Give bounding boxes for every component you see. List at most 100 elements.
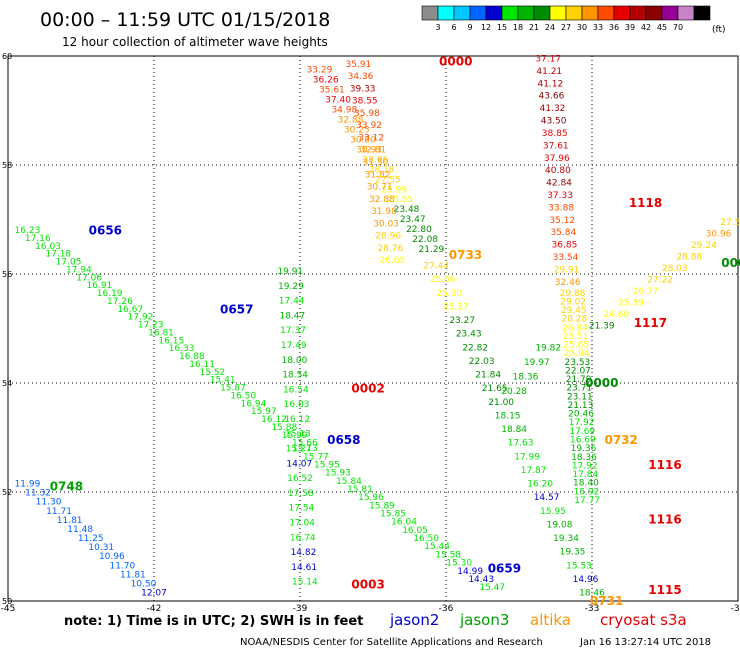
- wave-height-label: 16.67: [117, 305, 143, 315]
- wave-height-label: 18.46: [579, 589, 605, 599]
- wave-height-label: 26.84: [562, 323, 588, 333]
- wave-height-label: 28.18: [369, 165, 395, 175]
- colorbar-swatch: [661, 5, 679, 21]
- wave-height-label: 16.15: [158, 336, 184, 346]
- wave-height-label: 40.80: [545, 166, 571, 176]
- wave-height-label: 11.25: [78, 534, 104, 544]
- wave-height-label: 30.80: [350, 135, 376, 145]
- wave-height-label: 16.03: [35, 242, 61, 252]
- y-tick-label: 56: [2, 270, 12, 279]
- wave-height-label: 17.05: [56, 258, 82, 268]
- colorbar-threshold-label: 18: [513, 23, 523, 32]
- wave-height-label: 16.11: [189, 360, 215, 370]
- wave-height-label: 31.50: [363, 158, 389, 168]
- wave-height-label: 23.43: [456, 330, 482, 340]
- colorbar-threshold-label: 45: [657, 23, 667, 32]
- wave-height-label: 21.39: [589, 322, 615, 332]
- wave-height-label: 10.96: [99, 552, 125, 562]
- x-tick-label: -45: [1, 604, 16, 614]
- wave-height-label: 27.50: [720, 218, 740, 228]
- wave-height-label: 14.99: [457, 567, 483, 577]
- track-jason2: 0003: [351, 578, 384, 592]
- colorbar-unit: (ft): [712, 25, 726, 35]
- y-tick-label: 54: [2, 379, 12, 388]
- wave-height-label: 16.04: [391, 518, 417, 528]
- wave-height-label: 27.55: [375, 175, 401, 185]
- wave-height-label: 19.34: [553, 534, 579, 544]
- wave-height-label: 28.03: [662, 264, 688, 274]
- colorbar-swatch: [469, 5, 487, 21]
- footer-note: note: 1) Time is in UTC; 2) SWH is in fe…: [64, 614, 363, 629]
- wave-height-label: 15.87: [220, 384, 246, 394]
- wave-height-label: 17.94: [66, 265, 92, 275]
- colorbar-threshold-label: 3: [435, 23, 440, 32]
- wave-height-label: 22.08: [412, 235, 438, 245]
- wave-height-label: 18.40: [573, 479, 599, 489]
- wave-height-label: 17.92: [569, 418, 595, 428]
- track-jason3: 0657: [220, 302, 253, 316]
- track-jason3: 16.2317.1616.0317.1817.0517.9417.0616.91…: [15, 223, 318, 448]
- wave-height-label: 32.81: [360, 146, 386, 156]
- legend-entry: jason2: [389, 611, 439, 629]
- colorbar-swatch: [645, 5, 663, 21]
- wave-height-label: 42.84: [546, 179, 572, 189]
- wave-height-label: 15.66: [292, 439, 318, 449]
- pass-time-label: 0732: [604, 433, 637, 447]
- track-altika: 33.2936.2635.6137.4034.9832.8830.2530.80…: [307, 65, 483, 262]
- wave-height-label: 17.92: [128, 313, 154, 323]
- track-cryosat-s3a: 1115: [648, 583, 681, 597]
- wave-height-label: 16.69: [570, 435, 596, 445]
- wave-height-label: 25.51: [563, 332, 589, 342]
- colorbar-threshold-label: 33: [593, 23, 603, 32]
- colorbar-threshold-label: 30: [577, 23, 587, 32]
- pass-time-label: 0002: [351, 381, 384, 395]
- pass-time-label: 1115: [648, 583, 681, 597]
- wave-height-label: 17.69: [569, 427, 595, 437]
- colorbar-swatch: [501, 5, 519, 21]
- wave-height-label: 16.12: [284, 415, 310, 425]
- wave-height-label: 41.12: [537, 79, 563, 89]
- wave-height-label: 16.83: [284, 400, 310, 410]
- wave-height-label: 35.98: [354, 109, 380, 119]
- wave-height-label: 15.58: [435, 550, 461, 560]
- wave-height-label: 16.05: [402, 526, 428, 536]
- pass-time-label: 0659: [488, 561, 521, 575]
- wave-height-label: 15.89: [369, 501, 395, 511]
- colorbar-threshold-label: 9: [467, 23, 472, 32]
- x-tick-label: -39: [293, 604, 308, 614]
- wave-height-label: 15.85: [380, 510, 406, 520]
- wave-height-label: 25.66: [430, 275, 456, 285]
- wave-height-label: 16.19: [97, 289, 123, 299]
- wave-height-label: 17.06: [76, 273, 102, 283]
- colorbar-swatch: [453, 5, 471, 21]
- wave-height-label: 16.23: [15, 226, 41, 236]
- wave-height-label: 36.26: [313, 75, 339, 85]
- wave-height-label: 30.71: [367, 183, 393, 193]
- pass-time-label: 1118: [629, 196, 662, 210]
- track-jason3: 0659: [488, 561, 521, 575]
- legend-entry: cryosat s3a: [600, 611, 687, 629]
- wave-height-label: 11.32: [25, 489, 51, 499]
- wave-height-label: 15.41: [210, 376, 236, 386]
- colorbar-swatch: [629, 5, 647, 21]
- wave-height-label: 21.65: [482, 384, 508, 394]
- wave-height-label: 37.17: [535, 54, 561, 64]
- colorbar-threshold-label: 6: [451, 23, 456, 32]
- wave-height-label: 16.12: [261, 415, 287, 425]
- pass-time-label: 0000: [585, 376, 618, 390]
- wave-height-label: 18.36: [513, 372, 539, 382]
- wave-height-label: 23.53: [565, 358, 591, 368]
- colorbar-threshold-label: 21: [529, 23, 539, 32]
- wave-height-label: 11.70: [109, 561, 135, 571]
- track-cryosat-s3a: 1116: [648, 458, 681, 472]
- wave-height-label: 31.98: [371, 207, 397, 217]
- wave-height-label: 14.43: [468, 575, 494, 585]
- pass-time-label: 1116: [648, 458, 681, 472]
- wave-height-label: 17.49: [281, 341, 307, 351]
- wave-height-label: 16.52: [287, 474, 313, 484]
- wave-height-colorbar: 3 6 9 12 15 18 21 24 27 30 33 36 39 42 45 70: [421, 5, 711, 32]
- track-jason2: 19.91 19.29 17.44 18.47 17.37 17.49 18.00 18.54…: [277, 267, 384, 588]
